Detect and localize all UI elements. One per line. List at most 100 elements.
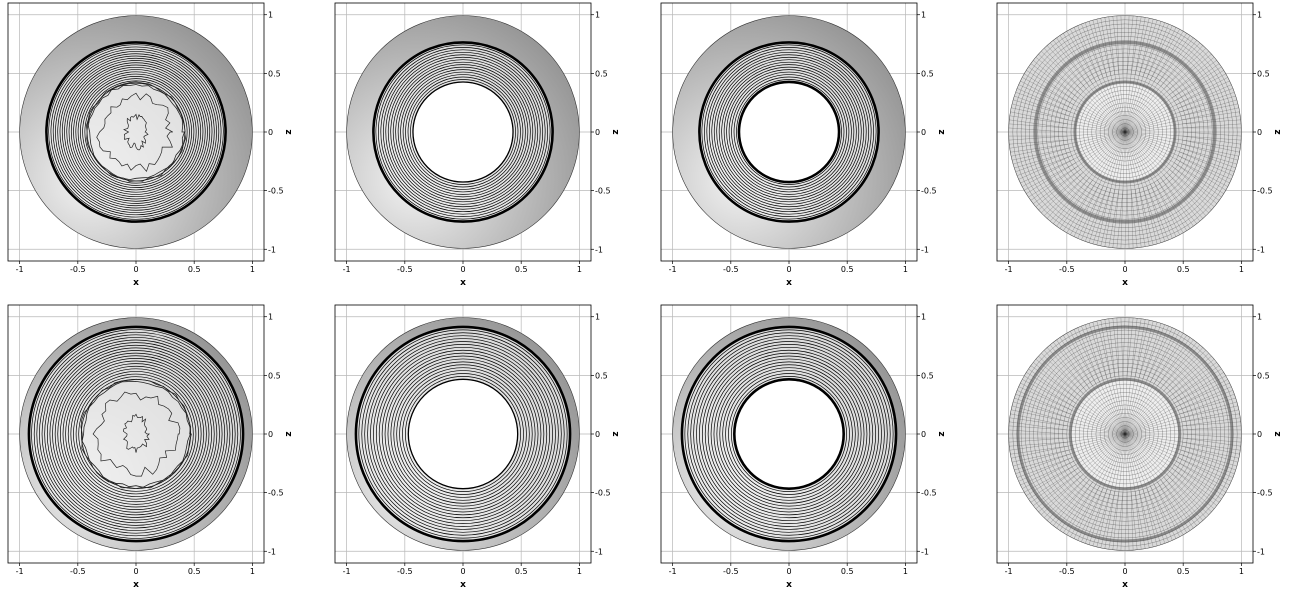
contour-ring: [367, 338, 559, 530]
contour-ring: [65, 363, 207, 505]
contour-ring: [50, 46, 222, 218]
contour-ring: [378, 349, 548, 519]
contour-ring: [375, 346, 551, 522]
z-axis-label: z: [937, 129, 947, 134]
x-tick-label: 0.5: [1177, 567, 1190, 576]
contour-ring: [728, 71, 850, 193]
contour-ring: [33, 331, 239, 537]
x-tick-label: -0.5: [723, 567, 739, 576]
contour-ring: [395, 64, 531, 200]
core-contour: [92, 391, 181, 477]
contour-ring: [405, 74, 521, 190]
plot-panel-r1c4: -1 -0.5 0 0.5 1 x 1 0.5 0 -0.5 -1 z: [996, 2, 1283, 291]
x-axis-label: x: [786, 278, 792, 288]
contour-ring: [55, 51, 217, 213]
mesh-refinement-band: [1068, 377, 1182, 491]
contour-ring: [716, 361, 862, 507]
contour-ring: [44, 342, 228, 526]
contour-ring: [728, 373, 850, 495]
z-tick-label: 0.5: [921, 371, 934, 380]
contour-ring: [372, 41, 554, 223]
z-tick-label: 1: [921, 11, 926, 20]
contour-ring: [407, 76, 519, 188]
z-tick-label: 0: [921, 430, 926, 439]
x-tick-label: 0.5: [1177, 265, 1190, 274]
x-tick-label: -0.5: [70, 567, 86, 576]
x-tick-label: 0.5: [841, 265, 854, 274]
x-tick-label: 1: [1239, 265, 1244, 274]
contour-ring: [45, 41, 227, 223]
mesh-spokes: [1008, 317, 1242, 551]
contour-band: [46, 42, 226, 222]
inner-hole: [412, 81, 514, 183]
contour-ring: [373, 344, 553, 524]
contour-ring: [78, 376, 194, 492]
contour-ring: [392, 61, 534, 203]
contour-ring: [410, 79, 516, 185]
contour-ring: [27, 325, 245, 543]
x-tick-label: -0.5: [70, 265, 86, 274]
contour-ring: [46, 344, 226, 524]
z-tick-label: -0.5: [1257, 187, 1273, 196]
z-tick-label: 0: [268, 128, 273, 137]
contour-ring: [711, 54, 867, 210]
contour-ring: [358, 329, 568, 539]
contour-ring: [62, 360, 210, 508]
core-contour: [122, 413, 150, 453]
plot-panel-r2c3: -1 -0.5 0 0.5 1 x 1 0.5 0 -0.5 -1 z: [660, 304, 947, 593]
z-tick-label: 0: [595, 430, 600, 439]
x-tick-label: -0.5: [723, 265, 739, 274]
contour-ring: [73, 69, 199, 195]
z-axis-label: z: [1273, 431, 1283, 436]
contour-ring: [713, 56, 865, 208]
plot-panel-r1c3: -1 -0.5 0 0.5 1 x 1 0.5 0 -0.5 -1 z: [660, 2, 947, 291]
x-tick-label: 0: [133, 265, 138, 274]
z-tick-label: 0: [1257, 128, 1262, 137]
contour-ring: [400, 69, 526, 195]
plot-panel-r1c1: -1 -0.5 0 0.5 1 x 1 0.5 0 -0.5 -1 z: [7, 2, 294, 291]
contour-ring: [39, 337, 233, 531]
z-tick-label: -1: [1257, 547, 1265, 556]
z-tick-label: 1: [268, 313, 273, 322]
contour-ring: [390, 59, 536, 205]
x-tick-label: 0: [1122, 567, 1127, 576]
contour-ring: [722, 367, 856, 501]
x-axis-label: x: [786, 580, 792, 590]
contour-ring: [77, 73, 195, 191]
plot-panel-r1c2: -1 -0.5 0 0.5 1 x 1 0.5 0 -0.5 -1 z: [334, 2, 621, 291]
x-tick-label: 0.5: [188, 567, 201, 576]
z-tick-label: 0.5: [921, 69, 934, 78]
contour-ring: [696, 341, 882, 527]
contour-ring: [49, 347, 223, 521]
contour-ring: [707, 352, 871, 516]
z-tick-label: 1: [1257, 313, 1262, 322]
z-axis-label: z: [284, 129, 294, 134]
z-axis-label: z: [611, 129, 621, 134]
z-axis-label: z: [611, 431, 621, 436]
contour-ring: [731, 74, 847, 190]
contour-ring: [737, 80, 841, 184]
z-tick-label: -1: [595, 547, 603, 556]
hole-boundary: [407, 378, 519, 490]
contour-ring: [75, 71, 197, 193]
plot-svg-r2c2: -1 -0.5 0 0.5 1 x 1 0.5 0 -0.5 -1 z: [334, 304, 621, 590]
contour-ring: [726, 69, 852, 195]
contour-ring: [387, 56, 539, 208]
contour-ring: [385, 54, 541, 210]
contour-ring: [67, 365, 205, 503]
contour-ring: [725, 370, 853, 498]
hole-boundary: [412, 81, 514, 183]
inner-hole: [734, 379, 844, 489]
z-tick-label: 0: [595, 128, 600, 137]
contour-ring: [61, 57, 211, 207]
contour-ring: [70, 66, 202, 198]
contour-ring: [402, 71, 524, 193]
z-tick-label: -1: [595, 245, 603, 254]
plot-panel-r2c1: -1 -0.5 0 0.5 1 x 1 0.5 0 -0.5 -1 z: [7, 304, 294, 593]
contour-ring: [390, 361, 536, 507]
x-axis-label: x: [1122, 580, 1128, 590]
contour-ring: [736, 79, 842, 185]
contour-ring: [31, 329, 241, 539]
contour-ring: [64, 60, 208, 204]
x-tick-label: 0: [786, 567, 791, 576]
